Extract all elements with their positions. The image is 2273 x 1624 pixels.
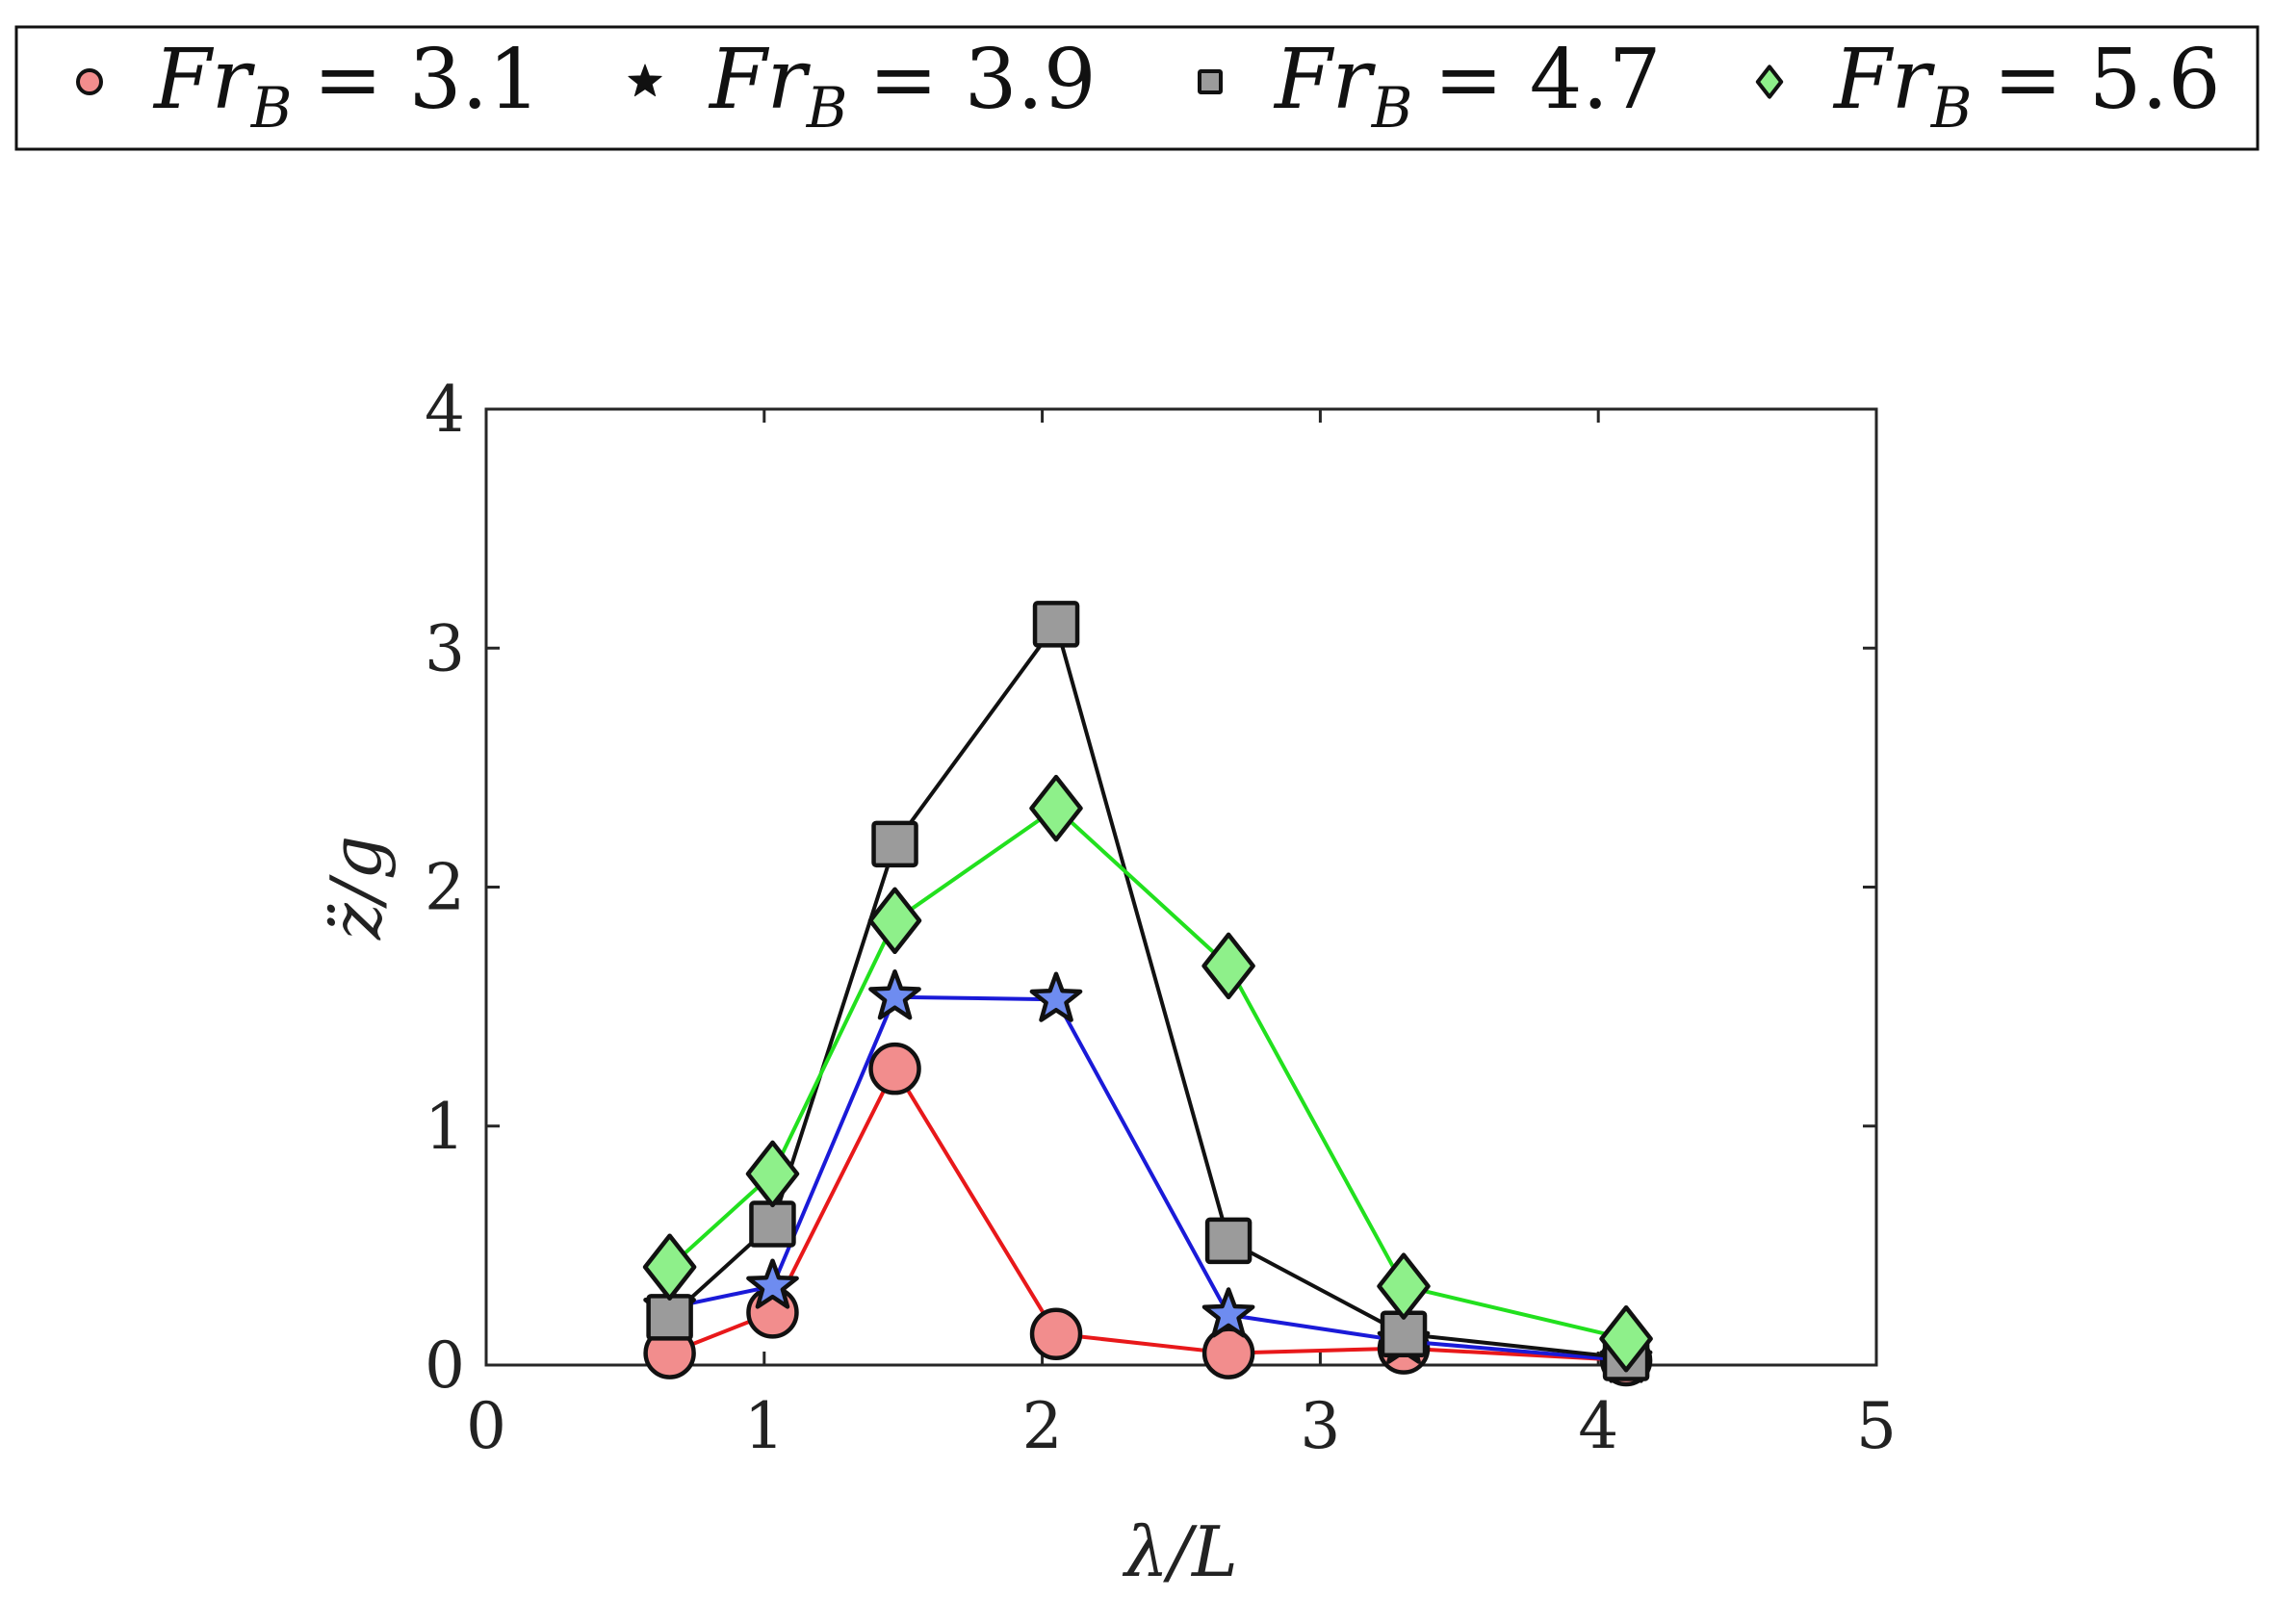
legend-label-subscript: B [250,75,293,141]
legend-label-base: Fr [708,32,812,128]
data-point [1207,1220,1250,1262]
x-tick-label: 3 [1300,1389,1340,1463]
plot-area [486,409,1876,1365]
legend-label: FrB = 3.9 [708,32,1097,141]
data-point [649,1296,691,1338]
x-tick-label: 5 [1856,1389,1897,1463]
y-axis-label: z̈/g [316,836,397,941]
legend-marker [78,70,101,93]
y-tick-label: 4 [425,373,465,447]
axes: 0 1 2 3 4 5 0 1 2 3 4 λ/L z̈/g [316,373,1897,1592]
data-point [751,1203,793,1246]
y-tick-label: 2 [425,851,465,925]
legend-marker [1200,71,1221,92]
legend-label-subscript: B [1371,75,1413,141]
x-tick-label: 1 [744,1389,785,1463]
legend-label-subscript: B [806,75,848,141]
data-point [1035,603,1077,645]
x-axis-label: λ/L [1122,1511,1238,1592]
legend-label: FrB = 5.6 [1832,32,2221,141]
legend-label-base: Fr [1832,32,1936,128]
data-point [874,823,917,865]
legend-label-value: = 3.9 [868,32,1096,128]
legend-label-subscript: B [1930,75,1973,141]
legend-label-value: = 5.6 [1993,32,2220,128]
legend-label: FrB = 4.7 [1273,32,1662,141]
data-point [871,1044,919,1093]
legend-label-value: = 3.1 [313,32,540,128]
legend-label-value: = 4.7 [1434,32,1661,128]
legend-label-base: Fr [1273,32,1377,128]
data-point [1032,1310,1080,1358]
legend: FrB = 3.1 FrB = 3.9 FrB = 4.7 FrB = 5.6 [16,27,2258,149]
x-tick-label: 4 [1578,1389,1618,1463]
y-tick-label: 0 [425,1328,465,1403]
y-tick-label: 3 [425,611,465,685]
legend-label: FrB = 3.1 [152,32,541,141]
x-tick-label: 0 [466,1389,506,1463]
x-tick-label: 2 [1022,1389,1063,1463]
y-tick-label: 1 [425,1090,465,1164]
legend-label-base: Fr [152,32,256,128]
